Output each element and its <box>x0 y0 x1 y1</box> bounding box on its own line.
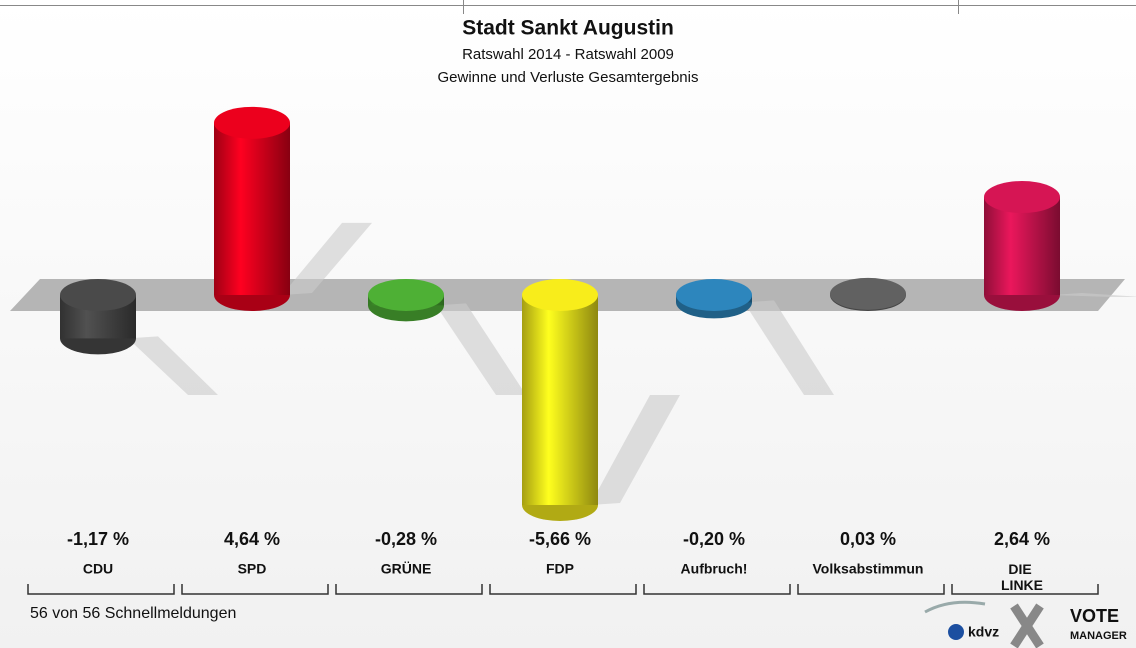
bar-top <box>830 277 906 310</box>
bar <box>984 197 1060 295</box>
bar-top <box>522 279 598 311</box>
category-label: Aufbruch! <box>681 561 748 577</box>
category-label: CDU <box>83 561 113 577</box>
logo-text: VOTE <box>1070 606 1119 626</box>
bar-shadow <box>436 303 526 395</box>
category-bracket <box>643 584 791 595</box>
chart-subtitle: Gewinne und Verluste Gesamtergebnis <box>438 69 699 86</box>
logo-dot <box>948 624 964 640</box>
bar <box>522 295 598 505</box>
bar-shadow <box>1052 293 1136 298</box>
value-label: 0,03 % <box>840 529 896 549</box>
bar-shadow <box>128 336 218 395</box>
category-bracket <box>797 584 945 595</box>
category-bracket <box>27 584 175 595</box>
category-bracket <box>951 584 1099 595</box>
bar-top <box>60 279 136 311</box>
category-label: Volksabstimmun <box>813 561 924 577</box>
bar-shadow <box>282 222 372 295</box>
logo-text: MANAGER <box>1070 630 1127 642</box>
category-label: GRÜNE <box>381 561 432 577</box>
footer: 56 von 56 Schnellmeldungen <box>30 605 236 622</box>
chart-title: Stadt Sankt Augustin <box>462 17 674 40</box>
value-label: -0,28 % <box>375 529 437 549</box>
bar-top <box>214 106 290 139</box>
logo-swoosh <box>924 600 986 614</box>
bar-top <box>984 181 1060 214</box>
bar-shadow <box>590 395 680 505</box>
category-label: FDP <box>546 561 574 577</box>
value-label: -0,20 % <box>683 529 745 549</box>
category-bracket <box>335 584 483 595</box>
bar-shadow <box>744 300 834 395</box>
bar-top <box>676 279 752 311</box>
bars <box>60 106 1136 521</box>
value-label: -5,66 % <box>529 529 591 549</box>
category-label: DIE LINKE <box>1001 561 1043 593</box>
value-label: 2,64 % <box>994 529 1050 549</box>
category-label: SPD <box>238 561 267 577</box>
bar-top <box>368 279 444 311</box>
category-bracket <box>181 584 329 595</box>
logo-x <box>1010 603 1044 648</box>
value-label: 4,64 % <box>224 529 280 549</box>
logo-text: kdvz <box>968 624 999 640</box>
bar <box>214 122 290 296</box>
logo: kdvz VOTE MANAGER <box>924 600 1127 648</box>
value-label: -1,17 % <box>67 529 129 549</box>
chart-subtitle: Ratswahl 2014 - Ratswahl 2009 <box>462 46 674 63</box>
category-bracket <box>489 584 637 595</box>
